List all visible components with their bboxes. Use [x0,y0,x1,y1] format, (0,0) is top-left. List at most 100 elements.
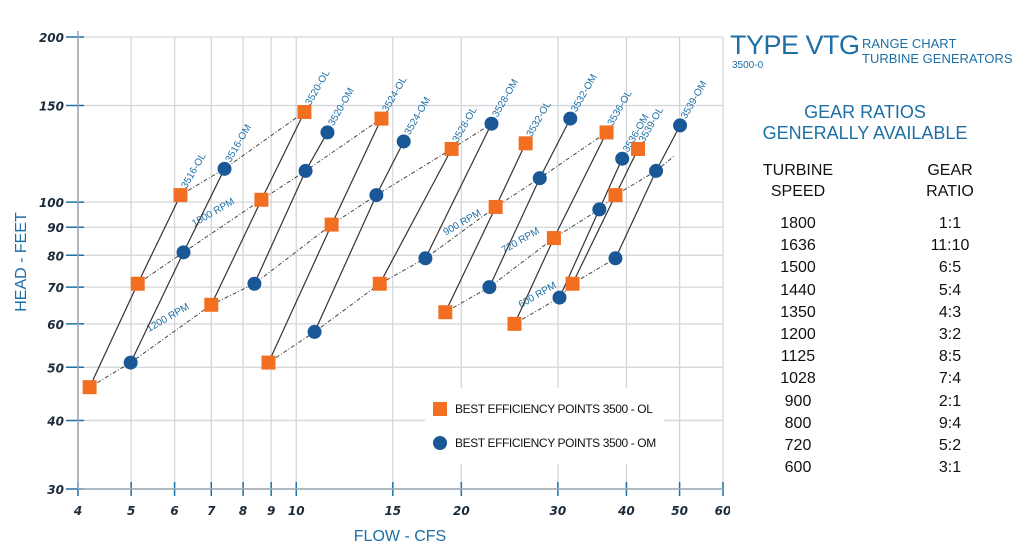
om-point [217,161,232,176]
ol-point [518,136,533,151]
ol-point [324,217,339,232]
x-tick-label: 60 [715,504,730,518]
panel-subtitle: RANGE CHART TURBINE GENERATORS [862,36,1012,66]
col-header-ratio: GEAR RATIO [910,160,990,202]
circle-marker-icon [433,436,447,450]
ratio-cell: 8:5 [938,348,962,366]
ol-point [261,355,276,370]
speed-line [89,123,492,388]
panel-title: TYPE VTG [730,30,860,60]
x-tick-label: 9 [267,504,275,518]
ratio-cell: 6:5 [938,259,962,277]
speed-cell: 600 [784,459,812,477]
model-label: 3528-OL [451,105,480,145]
x-tick-label: 4 [73,504,82,518]
om-point [649,163,664,178]
ol-point [173,188,188,203]
model-label: 3528-OM [491,78,521,120]
x-tick-label: 20 [453,504,470,518]
model-line [424,123,493,259]
speed-cell: 900 [784,392,812,410]
speed-cell: 1028 [780,370,816,388]
model-line [379,148,453,284]
x-tick-label: 7 [207,504,216,518]
model-line [267,118,382,363]
col-header-speed-2: SPEED [770,183,826,200]
ol-point [546,231,561,246]
speed-cell: 1200 [780,326,816,344]
om-point [615,151,630,166]
y-tick-label: 150 [39,100,64,114]
om-point [418,251,433,266]
model-label: 3520-OL [304,68,333,108]
subtitle-line-2: TURBINE GENERATORS [862,51,1013,66]
y-tick-label: 30 [47,483,64,497]
om-point [673,118,688,133]
speed-cell: 1500 [780,259,816,277]
model-label: 3520-OM [327,86,357,128]
ol-point [608,188,623,203]
om-point [247,276,262,291]
ol-point [488,199,503,214]
y-axis-title: HEAD - FEET [13,212,30,312]
speed-line [514,257,616,325]
gear-heading-line-2: GENERALLY AVAILABLE [762,123,968,143]
speed-cell: 1350 [780,303,816,321]
speed-column: 1800 1636 1500 1440 1350 1200 1125 1028 900 800 72… [750,213,846,479]
om-point [176,245,191,260]
speed-cell: 1636 [780,237,816,255]
range-chart: 4 5 6 7 8 9 10 15 20 30 40 50 60 30 40 50 60 70 80 90 100 150… [13,31,730,545]
gear-ratios-heading: GEAR RATIOS GENERALLY AVAILABLE [730,102,1000,144]
ol-point [204,297,219,312]
ol-point [438,305,453,320]
ol-point [444,141,459,156]
ratio-cell: 9:4 [938,414,962,432]
panel-model: 3500-0 [732,60,764,71]
om-point [608,251,623,266]
subtitle-line-1: RANGE CHART [862,36,957,51]
model-label: 3532-OM [569,72,599,114]
x-tick-label: 50 [671,504,688,518]
x-tick-label: 30 [550,504,567,518]
ol-point [599,125,614,140]
x-tick-label: 5 [127,504,135,518]
model-line [253,132,328,284]
col-header-speed-1: TURBINE [762,162,834,179]
ratio-column: 1:1 11:10 6:5 5:4 4:3 3:2 8:5 7:4 2:1 9:4 5:2 3:1 [910,213,990,479]
ol-point [130,276,145,291]
ol-point [374,111,389,126]
y-tick-label: 40 [46,414,64,428]
col-header-speed: TURBINE SPEED [750,160,846,202]
y-tick-label: 50 [47,361,64,375]
x-tick-label: 6 [170,504,178,518]
speed-cell: 800 [784,414,812,432]
ratio-cell: 5:4 [938,281,962,299]
ol-point [631,141,646,156]
ol-point [507,316,522,331]
legend: BEST EFFICIENCY POINTS 3500 - OL BEST EF… [425,388,664,464]
ol-point [297,104,312,119]
ratio-cell: 7:4 [938,370,962,388]
ratio-cell: 5:2 [938,437,962,455]
om-point [592,202,607,217]
speed-cell: 1125 [780,348,816,366]
speed-cell: 720 [784,437,812,455]
x-tick-label: 40 [617,504,635,518]
square-marker-icon [433,402,447,416]
ratio-cell: 4:3 [938,303,962,321]
ol-point [565,276,580,291]
ratio-cell: 3:1 [938,459,962,477]
om-point [563,111,578,126]
ratio-cell: 11:10 [930,237,970,255]
model-label: 3539-OM [679,79,709,121]
model-line [314,141,405,333]
ol-point [82,380,97,395]
gear-heading-line-1: GEAR RATIOS [804,102,926,122]
ratio-cell: 1:1 [938,215,962,232]
y-tick-label: 60 [47,318,64,332]
om-point [532,171,547,186]
col-header-ratio-1: GEAR [927,162,973,179]
y-tick-label: 100 [39,196,64,210]
y-tick-label: 200 [39,31,64,45]
om-point [369,188,384,203]
